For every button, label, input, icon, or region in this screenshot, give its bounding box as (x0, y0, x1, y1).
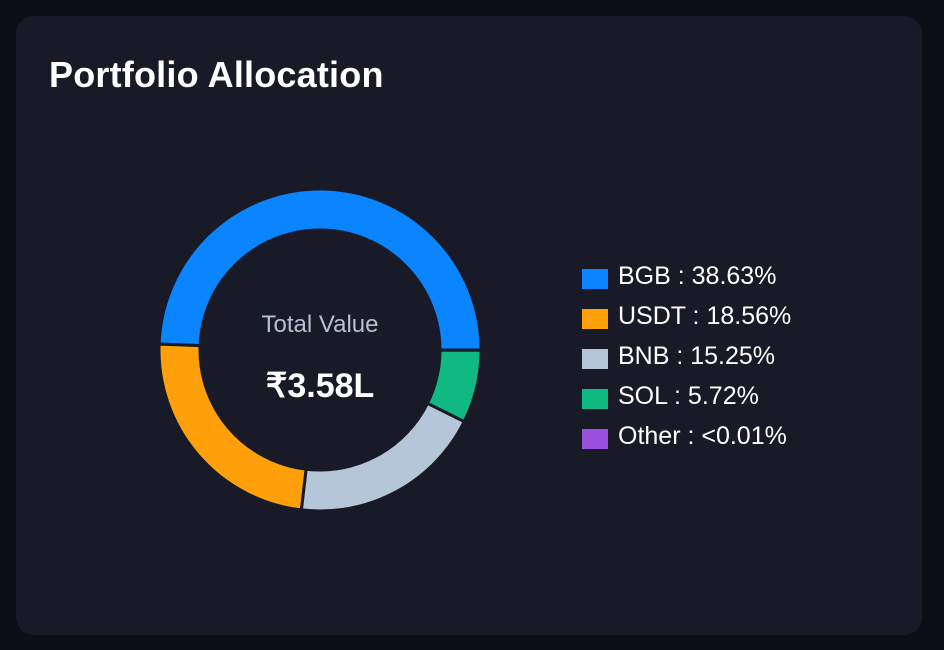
legend-item-sol[interactable]: SOL : 5.72% (582, 376, 791, 416)
legend-label: BNB : 15.25% (618, 341, 776, 370)
total-value-label: Total Value (261, 311, 379, 338)
donut-slice-bnb[interactable] (299, 401, 467, 513)
chart-legend: BGB : 38.63% USDT : 18.56% BNB : 15.25% … (582, 256, 791, 456)
legend-label: USDT : 18.56% (618, 301, 792, 330)
legend-item-bnb[interactable]: BNB : 15.25% (582, 336, 791, 376)
legend-item-usdt[interactable]: USDT : 18.56% (582, 296, 791, 336)
legend-item-bgb[interactable]: BGB : 38.63% (582, 256, 791, 296)
legend-item-other[interactable]: Other : <0.01% (582, 416, 791, 456)
legend-label: SOL : 5.72% (618, 381, 759, 410)
donut-slice-bgb[interactable] (157, 187, 483, 352)
legend-swatch (582, 269, 608, 289)
total-value-amount: ₹3.58L (265, 367, 375, 405)
portfolio-allocation-card: Portfolio Allocation Total Value ₹3.58L … (16, 16, 922, 635)
legend-swatch (582, 429, 608, 449)
legend-swatch (582, 309, 608, 329)
legend-label: Other : <0.01% (618, 421, 787, 450)
legend-label: BGB : 38.63% (618, 261, 777, 290)
legend-swatch (582, 349, 608, 369)
donut-chart (157, 187, 483, 513)
legend-swatch (582, 389, 608, 409)
card-title: Portfolio Allocation (49, 54, 384, 95)
